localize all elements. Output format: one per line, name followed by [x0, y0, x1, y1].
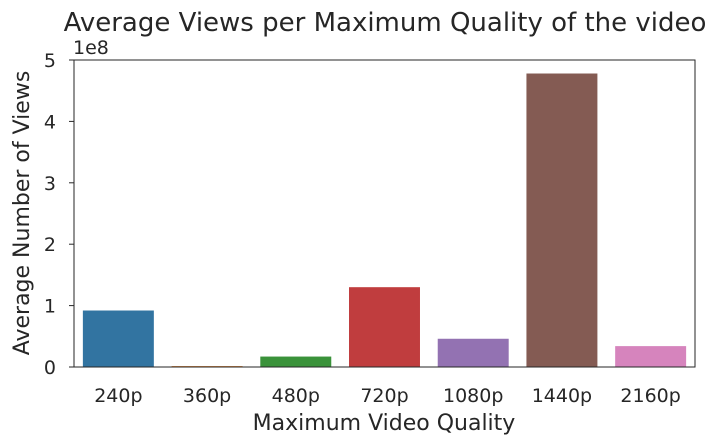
chart-title: Average Views per Maximum Quality of the…	[64, 8, 707, 38]
y-axis-label: Average Number of Views	[10, 71, 35, 356]
plot-area-frame	[73, 59, 696, 368]
x-tick-label: 360p	[183, 385, 231, 407]
bar-1080p	[437, 338, 509, 367]
y-tick-label: 4	[44, 111, 56, 133]
bar-2160p	[615, 346, 687, 367]
bars-group	[82, 73, 687, 367]
y-tick-label: 1	[44, 296, 56, 318]
y-tick-label: 2	[44, 234, 56, 256]
y-axis-ticks: 0 1 2 3 4 5	[44, 50, 74, 379]
bar-720p	[349, 287, 420, 367]
y-axis-offset-label: 1e8	[73, 37, 109, 59]
y-tick-label: 0	[44, 357, 56, 379]
x-tick-label: 2160p	[620, 385, 680, 407]
bar-480p	[260, 356, 332, 367]
bar-1440p	[526, 73, 598, 367]
x-tick-label: 1440p	[532, 385, 592, 407]
x-axis-ticks: 240p 360p 480p 720p 1080p 1440p 2160p	[94, 385, 681, 407]
x-axis-label: Maximum Video Quality	[253, 411, 516, 436]
x-tick-label: 240p	[94, 385, 142, 407]
x-tick-label: 720p	[360, 385, 408, 407]
y-tick-label: 5	[44, 50, 56, 72]
bar-240p	[82, 310, 154, 367]
x-tick-label: 1080p	[443, 385, 503, 407]
y-tick-label: 3	[44, 173, 56, 195]
x-tick-label: 480p	[272, 385, 320, 407]
